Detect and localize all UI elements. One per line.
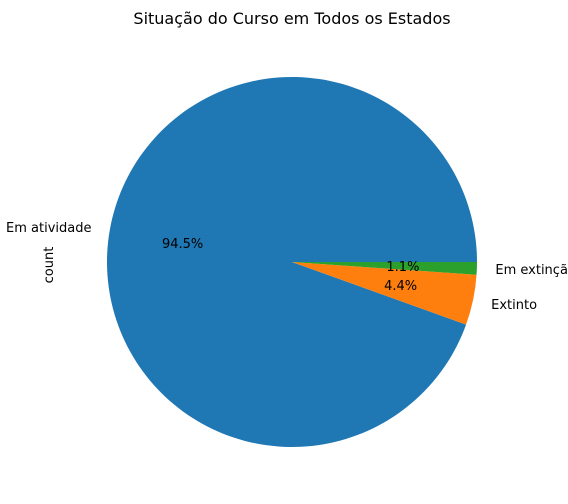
slice-pct-label-3: 1.1% xyxy=(386,260,419,275)
pie-slices xyxy=(107,76,477,448)
chart-title: Situação do Curso em Todos os Estados xyxy=(133,9,450,28)
slice-pct-label-2: 4.4% xyxy=(384,279,417,294)
pie-labels: Em atividade 94.5% Extinto 4.4% Em extinção 1… xyxy=(6,221,568,313)
pie-slice-2 xyxy=(292,262,477,325)
slice-pct-label-1: 94.5% xyxy=(162,237,203,252)
slice-label-2: Extinto xyxy=(491,298,537,313)
pie-slice-3 xyxy=(292,262,477,275)
slice-label-1: Em atividade xyxy=(6,221,91,236)
y-axis-label: count xyxy=(42,247,57,284)
slice-label-3: Em extinção xyxy=(495,263,568,278)
